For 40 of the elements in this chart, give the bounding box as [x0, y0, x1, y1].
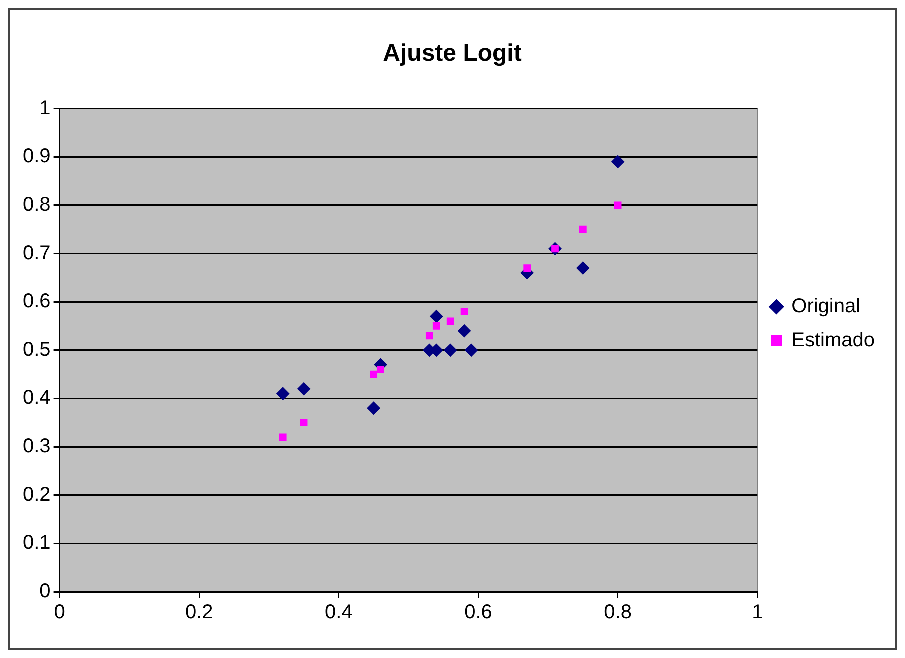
point — [370, 370, 378, 378]
point — [276, 387, 290, 400]
point — [460, 308, 468, 316]
x-tick-label: 0.4 — [325, 602, 353, 624]
x-tick-label: 1 — [752, 602, 764, 624]
y-tick-label: 0.9 — [22, 146, 51, 168]
point — [444, 344, 458, 357]
chart-title: Ajuste Logit — [383, 40, 522, 68]
point — [612, 155, 625, 168]
point — [614, 202, 622, 210]
point — [524, 264, 532, 272]
x-tick-label: 0 — [54, 602, 66, 624]
y-tick-label: 0.2 — [22, 484, 51, 506]
y-tick-label: 0 — [40, 580, 51, 603]
y-tick-label: 0.8 — [22, 194, 51, 216]
point — [458, 324, 472, 338]
point — [426, 332, 434, 340]
x-tick-label: 0.8 — [604, 602, 632, 624]
y-tick-label: 0.4 — [22, 387, 51, 410]
y-tick-label: 0.1 — [22, 532, 51, 554]
x-tick-label: 0.6 — [464, 602, 492, 624]
y-tick-label: 0.6 — [22, 290, 51, 313]
point — [279, 434, 287, 442]
point — [377, 366, 384, 374]
y-tick-label: 0.5 — [22, 338, 51, 361]
y-tick-label: 1 — [40, 97, 51, 120]
y-tick-label: 0.7 — [22, 242, 51, 264]
point — [576, 262, 590, 275]
point — [300, 419, 308, 427]
point — [298, 382, 311, 396]
point — [430, 310, 444, 324]
point — [367, 402, 380, 415]
point — [446, 318, 454, 326]
point — [465, 344, 478, 357]
y-tick-label: 0.3 — [22, 436, 51, 458]
legend-label: Original — [792, 296, 861, 318]
x-tick-label: 0.2 — [185, 602, 214, 624]
point — [579, 226, 587, 234]
legend-label: Estimado — [792, 330, 876, 352]
point — [432, 322, 440, 330]
